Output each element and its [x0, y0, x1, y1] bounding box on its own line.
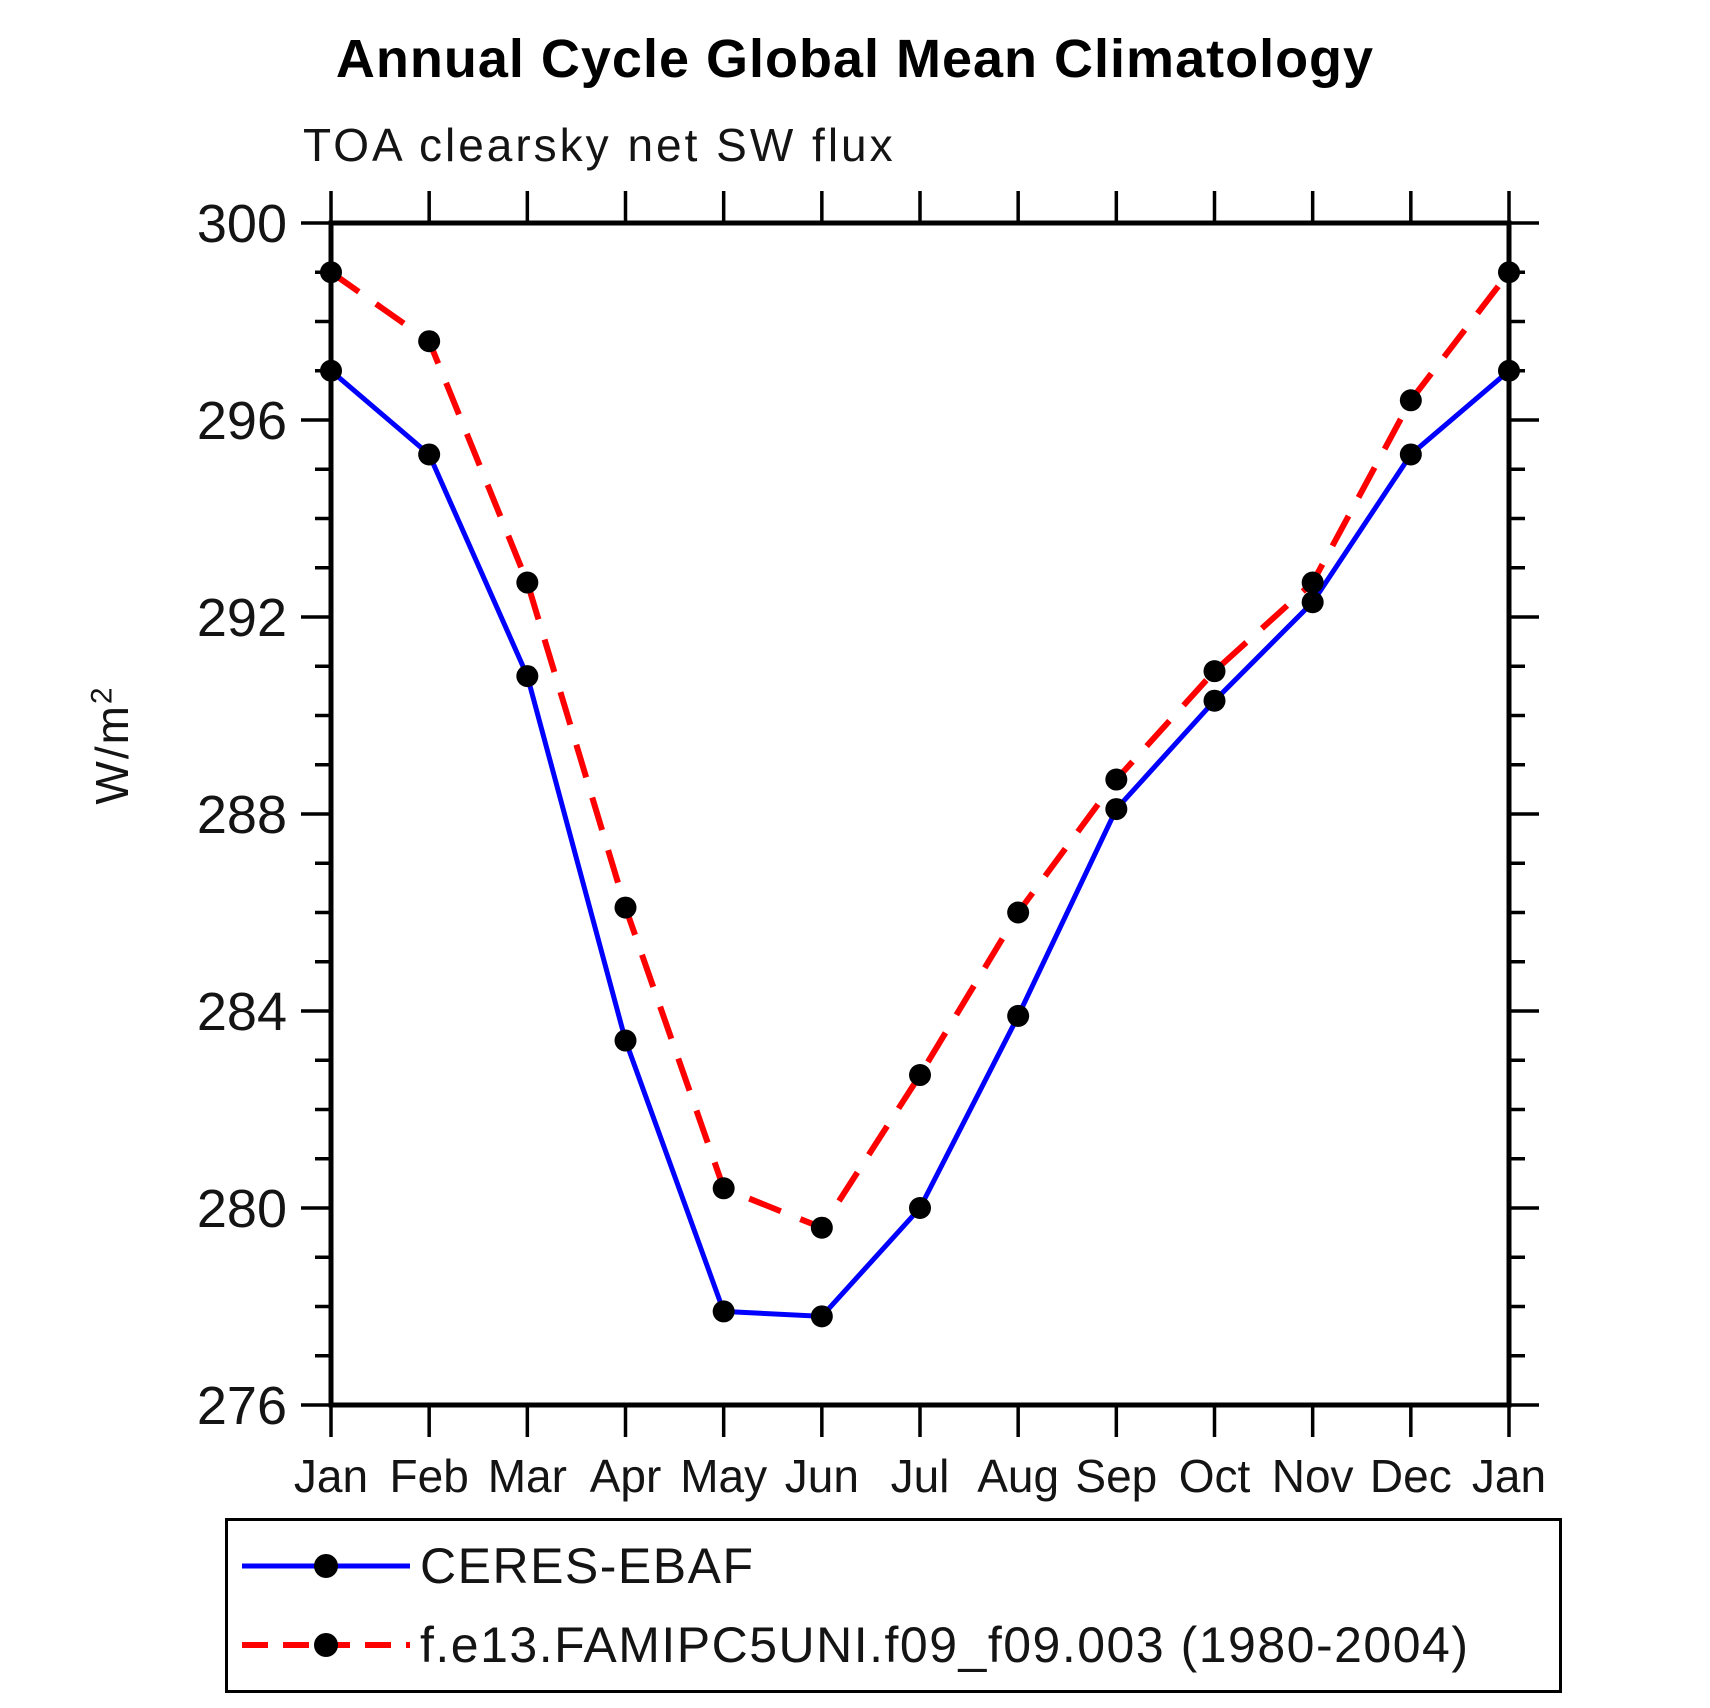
x-tick-label: Apr — [590, 1450, 662, 1502]
legend-entry-observation: CERES-EBAF — [240, 1534, 1559, 1598]
data-point — [810, 1305, 833, 1328]
series-markers-1 — [320, 261, 1520, 1239]
x-tick-label: Dec — [1370, 1450, 1452, 1502]
y-tick-label: 276 — [197, 1376, 287, 1436]
data-point — [418, 330, 441, 353]
data-point — [909, 1197, 931, 1219]
series-markers-0 — [320, 359, 1520, 1328]
data-point — [1301, 591, 1324, 614]
data-point — [1399, 443, 1422, 466]
x-tick-label: Aug — [977, 1450, 1059, 1502]
data-point — [1007, 1004, 1030, 1027]
x-axis-ticks — [329, 191, 1511, 1437]
data-point — [516, 571, 539, 594]
y-tick-label: 292 — [197, 588, 287, 648]
x-tick-label: Nov — [1272, 1450, 1354, 1502]
x-tick-label: Sep — [1075, 1450, 1157, 1502]
y-tick-label: 300 — [197, 194, 287, 254]
x-tick-label: May — [680, 1450, 767, 1502]
data-point — [614, 896, 637, 919]
data-point — [909, 1064, 931, 1087]
legend-solid-line-icon — [242, 1554, 410, 1579]
legend-label: CERES-EBAF — [420, 1538, 755, 1595]
y-tick-label: 288 — [197, 785, 287, 845]
plot-border — [328, 220, 1512, 1408]
data-point — [1498, 261, 1520, 284]
y-axis-tick-labels: 276 280 284 288 292 296 300 — [197, 194, 287, 1436]
x-tick-label: Jan — [294, 1450, 368, 1502]
data-point — [1203, 689, 1226, 712]
x-axis-tick-labels: Jan Feb Mar Apr May Jun Jul Aug Sep Oct Nov Dec Jan — [294, 1450, 1546, 1502]
legend-box: CERES-EBAF f.e13.FAMIPC5UNI.f09_f09.003 … — [225, 1518, 1562, 1693]
chart-subtitle: TOA clearsky net SW flux — [303, 119, 896, 171]
data-point — [320, 359, 342, 382]
series-line-0 — [329, 368, 1511, 1319]
y-axis-ticks — [301, 221, 1539, 1407]
legend-entry-model: f.e13.FAMIPC5UNI.f09_f09.003 (1980-2004) — [240, 1613, 1559, 1677]
data-point — [1399, 389, 1422, 412]
data-point — [712, 1177, 735, 1200]
x-tick-label: Feb — [390, 1450, 469, 1502]
data-point — [1007, 901, 1030, 924]
data-point — [1203, 660, 1226, 683]
data-point — [614, 1029, 637, 1052]
data-point — [1301, 571, 1324, 594]
y-tick-label: 296 — [197, 391, 287, 451]
data-point — [1498, 359, 1520, 382]
data-point — [418, 443, 441, 466]
x-tick-label: Mar — [488, 1450, 567, 1502]
x-tick-label: Jul — [891, 1450, 950, 1502]
data-point — [320, 261, 342, 284]
data-point — [712, 1300, 735, 1323]
data-point — [1105, 798, 1128, 821]
x-tick-label: Oct — [1179, 1450, 1251, 1502]
data-point — [810, 1216, 833, 1239]
legend-dashed-line-icon — [242, 1632, 410, 1657]
y-tick-label: 284 — [197, 982, 287, 1042]
chart-title: Annual Cycle Global Mean Climatology — [335, 29, 1375, 89]
data-point — [516, 665, 539, 688]
x-tick-label: Jun — [785, 1450, 859, 1502]
data-point — [1105, 768, 1128, 791]
x-tick-label: Jan — [1472, 1450, 1546, 1502]
legend-label: f.e13.FAMIPC5UNI.f09_f09.003 (1980-2004) — [420, 1616, 1470, 1673]
y-tick-label: 280 — [197, 1179, 287, 1239]
